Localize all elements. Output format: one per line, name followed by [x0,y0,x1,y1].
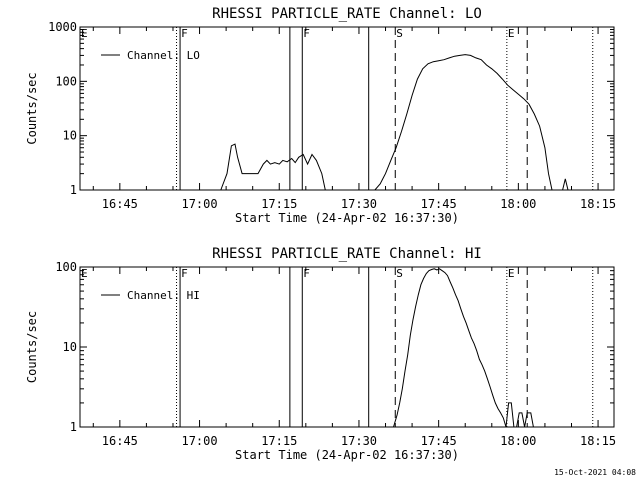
footer-timestamp: 15-Oct-2021 04:08 [554,468,636,477]
y-tick-label: 1000 [48,20,77,34]
x-tick-label: 18:00 [500,434,536,448]
legend-label: Channel: HI [127,289,200,302]
chart-title: RHESSI PARTICLE_RATE Channel: HI [212,246,482,262]
x-tick-label: 17:30 [341,434,377,448]
series-line [393,268,534,428]
y-tick-label: 100 [55,74,77,88]
series-line [220,54,569,191]
y-tick-label: 1 [70,183,77,197]
event-marker-label: E [508,267,515,280]
x-tick-label: 17:15 [261,434,297,448]
event-marker-label: F [303,27,310,40]
x-tick-label: 17:45 [421,434,457,448]
x-tick-label: 17:45 [421,197,457,211]
panel-hi: RHESSI PARTICLE_RATE Channel: HI 1 10 100 16… [25,246,616,462]
y-tick-label: 10 [63,340,77,354]
x-tick-label: 17:15 [261,197,297,211]
x-tick-label: 18:00 [500,197,536,211]
event-marker-label: F [303,267,310,280]
event-marker-label: E [508,27,515,40]
y-axis-label: Counts/sec [25,72,39,144]
event-marker-label: F [181,27,188,40]
x-tick-label: 17:00 [181,197,217,211]
x-axis-label: Start Time (24-Apr-02 16:37:30) [235,448,459,462]
x-tick-label: 17:00 [181,434,217,448]
legend-label: Channel: LO [127,49,200,62]
x-tick-label: 16:45 [102,197,138,211]
x-tick-label: 18:15 [580,197,616,211]
event-marker-label: F [181,267,188,280]
x-tick-label: 18:15 [580,434,616,448]
event-marker-label: E [81,27,88,40]
x-tick-label: 16:45 [102,434,138,448]
y-tick-label: 10 [63,129,77,143]
x-tick-label: 17:30 [341,197,377,211]
chart-title: RHESSI PARTICLE_RATE Channel: LO [212,6,482,22]
event-marker-label: S [396,267,403,280]
y-axis-label: Counts/sec [25,311,39,383]
event-marker-label: E [81,267,88,280]
panel-lo: RHESSI PARTICLE_RATE Channel: LO 1 10 100 10… [25,6,616,225]
x-axis-label: Start Time (24-Apr-02 16:37:30) [235,211,459,225]
y-tick-label: 100 [55,260,77,274]
y-tick-label: 1 [70,420,77,434]
event-marker-label: S [396,27,403,40]
